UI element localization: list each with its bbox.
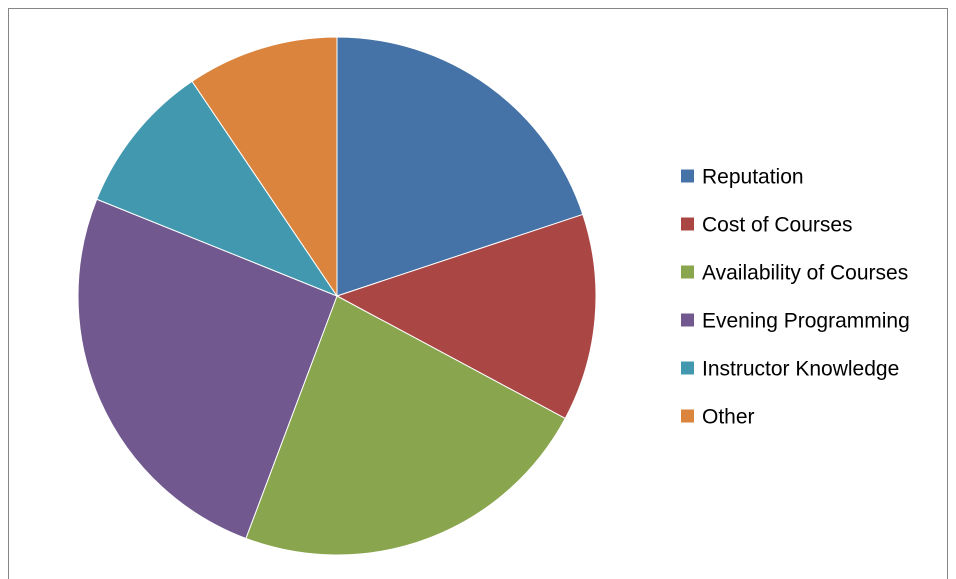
legend-label-other: Other xyxy=(702,406,755,429)
legend-swatch-other xyxy=(681,409,694,423)
pie-slice-other xyxy=(191,36,338,297)
legend-label-reputation: Reputation xyxy=(702,166,804,189)
legend-item-instructor-knowledge: Instructor Knowledge xyxy=(681,358,899,381)
legend-item-cost-of-courses: Cost of Courses xyxy=(681,214,853,237)
legend-swatch-availability-of-courses xyxy=(681,265,694,279)
legend-swatch-cost-of-courses xyxy=(681,217,694,231)
pie-slice-reputation xyxy=(336,36,584,297)
pie-slice-evening-programming xyxy=(77,198,338,539)
legend-item-availability-of-courses: Availability of Courses xyxy=(681,262,908,285)
legend-swatch-evening-programming xyxy=(681,313,694,327)
pie-slice-cost-of-courses xyxy=(336,213,597,419)
legend-swatch-reputation xyxy=(681,169,694,183)
legend: Reputation Cost of Courses Availability of… xyxy=(681,166,910,429)
legend-label-cost-of-courses: Cost of Courses xyxy=(702,214,853,237)
legend-item-evening-programming: Evening Programming xyxy=(681,310,910,333)
pie-slice-instructor-knowledge xyxy=(96,80,338,297)
legend-label-instructor-knowledge: Instructor Knowledge xyxy=(702,358,899,381)
legend-item-other: Other xyxy=(681,406,755,429)
legend-swatch-instructor-knowledge xyxy=(681,361,694,375)
pie-slices xyxy=(77,36,597,556)
legend-label-evening-programming: Evening Programming xyxy=(702,310,910,333)
legend-label-availability-of-courses: Availability of Courses xyxy=(702,262,908,285)
pie-slice-availability-of-courses xyxy=(245,295,566,556)
legend-item-reputation: Reputation xyxy=(681,166,804,189)
